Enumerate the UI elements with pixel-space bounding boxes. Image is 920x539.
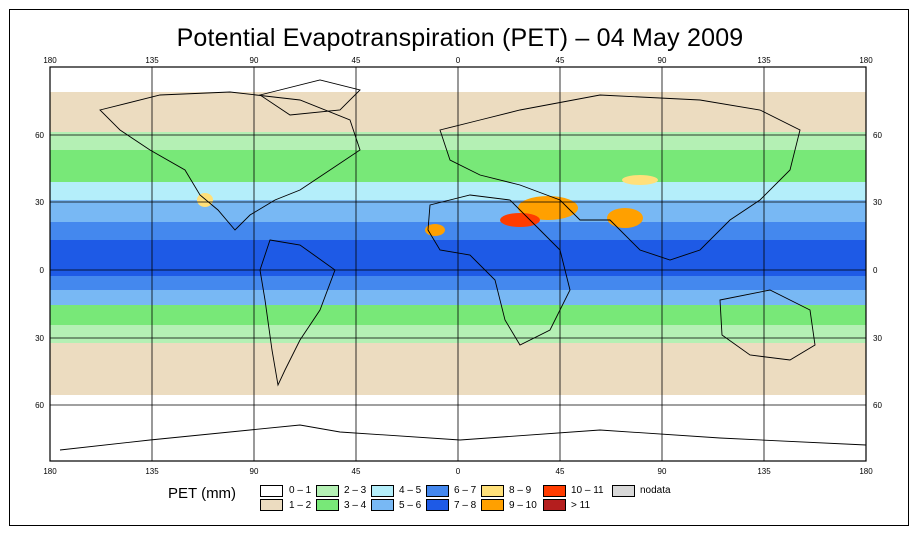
legend-swatch — [371, 485, 394, 497]
lon-tick-label: 90 — [658, 56, 667, 65]
legend-swatch — [543, 485, 566, 497]
lon-ticks-bottom: 180 135 90 45 0 45 90 135 180 — [43, 467, 873, 476]
hotspot-sahel — [500, 213, 540, 227]
lon-ticks-top: 180 135 90 45 0 45 90 135 180 — [43, 56, 873, 65]
gridlines — [50, 67, 866, 461]
lon-tick-label: 90 — [250, 56, 259, 65]
lon-tick-label: 45 — [556, 467, 565, 476]
lat-tick-label: 60 — [35, 131, 44, 140]
legend-swatch — [260, 485, 283, 497]
legend-swatch — [543, 499, 566, 511]
lat-tick-label: 0 — [40, 266, 45, 275]
legend-label-item: 4 – 5 — [399, 485, 422, 496]
lon-tick-label: 90 — [250, 467, 259, 476]
lat-tick-label: 60 — [35, 401, 44, 410]
africa-outline — [427, 194, 571, 346]
lat-ticks-right: 60 30 0 30 60 — [873, 131, 882, 410]
north-america-outline — [99, 91, 361, 231]
legend-label-item: 0 – 1 — [289, 485, 312, 496]
legend-label-item: nodata — [640, 485, 671, 496]
hotspot-india — [607, 208, 643, 228]
hotspot-asia — [622, 175, 658, 185]
lon-tick-label: 45 — [556, 56, 565, 65]
lat-tick-label: 0 — [873, 266, 878, 275]
lat-tick-label: 60 — [873, 131, 882, 140]
lon-tick-label: 135 — [145, 56, 159, 65]
lon-tick-label: 180 — [43, 467, 57, 476]
lat-tick-label: 30 — [35, 198, 44, 207]
lon-tick-label: 45 — [352, 467, 361, 476]
lon-tick-label: 135 — [757, 467, 771, 476]
legend-swatch — [426, 485, 449, 497]
legend-label-item: 3 – 4 — [344, 500, 367, 511]
legend-swatch — [612, 485, 635, 497]
antarctica-outline — [59, 424, 867, 451]
legend-label-item: 10 – 11 — [571, 485, 604, 496]
lon-tick-label: 180 — [859, 56, 873, 65]
lat-tick-label: 30 — [35, 334, 44, 343]
greenland-outline — [258, 79, 361, 116]
legend-label-item: > 11 — [571, 500, 590, 511]
lon-tick-label: 135 — [757, 56, 771, 65]
lon-tick-label: 180 — [859, 467, 873, 476]
legend-swatch — [481, 499, 504, 511]
legend-swatch — [316, 499, 339, 511]
hotspot-mexico — [197, 193, 213, 207]
lat-ticks-left: 60 30 0 30 60 — [35, 131, 44, 410]
lat-tick-label: 60 — [873, 401, 882, 410]
legend-label-item: 1 – 2 — [289, 500, 312, 511]
lon-tick-label: 0 — [456, 467, 461, 476]
map-border — [49, 66, 867, 462]
legend-label-item: 5 – 6 — [399, 500, 422, 511]
legend-swatch — [426, 499, 449, 511]
legend-label-item: 9 – 10 — [509, 500, 537, 511]
map-title: Potential Evapotranspiration (PET) – 04 … — [176, 24, 744, 52]
legend-label-item: 2 – 3 — [344, 485, 367, 496]
legend-label-item: 8 – 9 — [509, 485, 532, 496]
legend-swatch — [371, 499, 394, 511]
south-america-outline — [259, 239, 336, 387]
eurasia-outline — [439, 94, 801, 261]
lon-tick-label: 45 — [352, 56, 361, 65]
lon-tick-label: 90 — [658, 467, 667, 476]
figure-frame — [9, 9, 909, 526]
legend-label-item: 7 – 8 — [454, 500, 477, 511]
legend-swatch — [316, 485, 339, 497]
lon-tick-label: 0 — [456, 56, 461, 65]
legend-swatch — [260, 499, 283, 511]
legend-title: PET (mm) — [168, 485, 237, 502]
lon-tick-label: 180 — [43, 56, 57, 65]
lon-tick-label: 135 — [145, 467, 159, 476]
lat-tick-label: 30 — [873, 198, 882, 207]
legend-label-item: 6 – 7 — [454, 485, 477, 496]
lat-tick-label: 30 — [873, 334, 882, 343]
legend-swatch — [481, 485, 504, 497]
